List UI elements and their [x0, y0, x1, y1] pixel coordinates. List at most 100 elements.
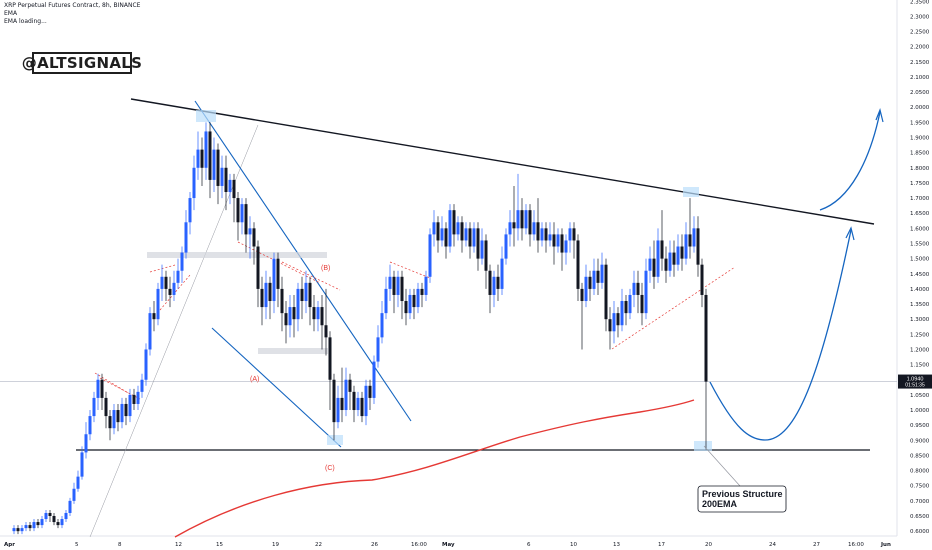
candle-body: [676, 246, 680, 265]
candle: [556, 228, 560, 253]
candle: [288, 294, 292, 338]
indicator-ema[interactable]: EMA: [4, 10, 18, 17]
indicator-ema-loading[interactable]: EMA loading...: [4, 18, 47, 25]
candle: [220, 155, 224, 199]
candle: [68, 497, 72, 517]
candle-body: [596, 270, 600, 283]
candle-body: [48, 512, 52, 517]
x-tick-label: 5: [75, 542, 79, 548]
candle: [232, 173, 236, 223]
candle-body: [348, 379, 352, 392]
candle: [136, 385, 140, 411]
candle: [684, 222, 688, 265]
candle-body: [196, 149, 200, 168]
candle: [276, 252, 280, 308]
candle: [412, 288, 416, 320]
x-tick-label: 16:00: [848, 542, 864, 548]
y-tick-label: 0.6500: [910, 514, 930, 520]
y-tick-label: 1.0500: [910, 393, 930, 399]
candle-body: [100, 379, 104, 398]
candle-body: [244, 204, 248, 235]
candle-body: [508, 222, 512, 235]
y-tick-label: 1.3500: [910, 302, 930, 308]
highlight-zone: [258, 348, 328, 354]
candle: [580, 282, 584, 350]
candle-body: [280, 288, 284, 314]
candle: [624, 294, 628, 326]
y-tick-label: 0.8500: [910, 453, 930, 459]
candle-body: [384, 288, 388, 314]
candle-body: [680, 246, 684, 259]
candle-body: [320, 307, 324, 326]
candle-body: [392, 276, 396, 295]
candle-body: [12, 528, 16, 532]
candle-body: [212, 149, 216, 180]
candle: [552, 222, 556, 265]
candle: [196, 131, 200, 180]
y-tick-label: 1.4000: [910, 287, 930, 293]
candle-body: [176, 270, 180, 283]
candle: [696, 216, 700, 277]
candle: [676, 234, 680, 271]
candle: [248, 216, 252, 259]
candle-body: [252, 228, 256, 247]
candle-body: [344, 379, 348, 411]
candle: [96, 373, 100, 411]
candle-body: [648, 258, 652, 271]
x-tick-label: 8: [118, 542, 122, 548]
candle: [492, 270, 496, 308]
candle-body: [240, 204, 244, 223]
candle: [56, 519, 60, 529]
candle-body: [524, 210, 528, 229]
candle-body: [704, 294, 708, 382]
candle-body: [124, 403, 128, 417]
candle: [80, 446, 84, 480]
candle-body: [628, 294, 632, 314]
candle-body: [672, 252, 676, 265]
candle-body: [220, 167, 224, 186]
candle: [688, 198, 692, 259]
projection-curve: [709, 229, 852, 441]
candle-body: [120, 403, 124, 423]
candle: [664, 246, 668, 283]
candle: [28, 522, 32, 532]
candle: [472, 222, 476, 253]
candle: [440, 216, 444, 247]
candle: [356, 391, 360, 417]
candle-body: [204, 131, 208, 168]
highlight-zone: [196, 110, 216, 122]
candle: [644, 258, 648, 320]
candle-body: [660, 240, 664, 259]
wave-label-a: (A): [250, 376, 259, 383]
y-tick-label: 1.8500: [910, 151, 930, 157]
candle: [452, 204, 456, 247]
candle-body: [516, 210, 520, 229]
x-tick-label: 13: [613, 542, 620, 548]
projection-curve-upper: [819, 111, 881, 211]
candle: [464, 222, 468, 247]
candle-body: [104, 397, 108, 417]
candle: [612, 301, 616, 344]
candle: [476, 222, 480, 271]
candle-body: [328, 337, 332, 380]
candle-body: [172, 282, 176, 295]
candle-body: [316, 307, 320, 320]
candle-body: [364, 385, 368, 417]
candle: [456, 216, 460, 241]
candle-body: [88, 416, 92, 435]
candle-body: [512, 222, 516, 229]
candle-body: [620, 301, 624, 326]
candle-body: [464, 228, 468, 241]
corrective-dotted-line: [611, 266, 736, 350]
candle: [488, 264, 492, 314]
candle: [48, 509, 52, 523]
y-tick-label: 1.1500: [910, 363, 930, 369]
candle: [188, 192, 192, 235]
candle: [560, 228, 564, 271]
candle: [152, 301, 156, 332]
annotation-box: [697, 485, 787, 513]
candle-body: [400, 276, 404, 302]
candle: [372, 355, 376, 404]
